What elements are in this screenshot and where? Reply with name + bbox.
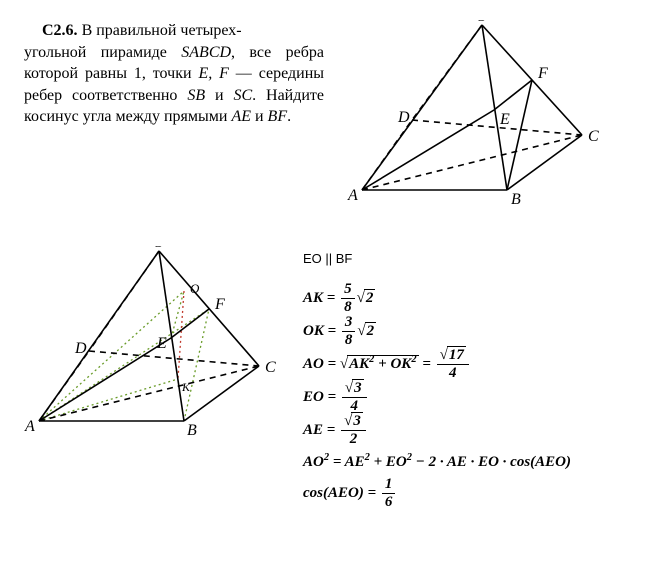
svg-text:A: A bbox=[347, 187, 358, 204]
problem-statement: С2.6. В правильной четырех- угольной пир… bbox=[24, 20, 324, 210]
figure-2: S A B C D E FO K bbox=[24, 246, 279, 510]
svg-text:D: D bbox=[74, 340, 87, 357]
svg-text:E: E bbox=[156, 335, 167, 352]
eq-law-of-cosines: AO2 = AE2 + EO2 − 2 · AE · EO · cos(AEO) bbox=[303, 447, 571, 477]
t1: В правильной четырех- bbox=[82, 22, 242, 39]
svg-text:B: B bbox=[187, 422, 197, 439]
eq-final: cos(AEO) = 16 bbox=[303, 477, 571, 510]
eq-AE: AE = √32 bbox=[303, 414, 571, 447]
svg-text:F: F bbox=[214, 296, 225, 313]
svg-text:C: C bbox=[265, 359, 276, 376]
l1: AE bbox=[231, 108, 251, 125]
t8: . bbox=[287, 108, 291, 125]
svg-text:E: E bbox=[499, 111, 510, 128]
t2: угольной пирамиде bbox=[24, 44, 181, 61]
solution-block: EO || BF AK = 58√2 OK = 38√2 AO = √AK2 +… bbox=[303, 246, 571, 510]
eq-AO: AO = √AK2 + OK2 = √174 bbox=[303, 348, 571, 381]
figure-1: S A B C D E F bbox=[342, 20, 602, 210]
svg-text:C: C bbox=[588, 128, 599, 145]
l2: BF bbox=[268, 108, 288, 125]
pyramid: SABCD bbox=[181, 44, 231, 61]
svg-text:B: B bbox=[511, 191, 521, 208]
t7: и bbox=[251, 108, 268, 125]
svg-text:A: A bbox=[24, 418, 35, 435]
svg-text:S: S bbox=[478, 20, 486, 25]
e2: SC bbox=[233, 87, 252, 104]
t5: и bbox=[205, 87, 233, 104]
svg-text:S: S bbox=[155, 246, 163, 251]
svg-text:K: K bbox=[181, 380, 191, 394]
svg-text:F: F bbox=[537, 65, 548, 82]
eq-AK: AK = 58√2 bbox=[303, 282, 571, 315]
e1: SB bbox=[187, 87, 205, 104]
pts: E, F bbox=[198, 65, 228, 82]
svg-text:O: O bbox=[190, 281, 200, 296]
parallel-note: EO || BF bbox=[303, 246, 571, 272]
eq-OK: OK = 38√2 bbox=[303, 315, 571, 348]
eq-EO: EO = √34 bbox=[303, 381, 571, 414]
svg-text:D: D bbox=[397, 109, 410, 126]
problem-label: С2.6. bbox=[42, 22, 78, 39]
